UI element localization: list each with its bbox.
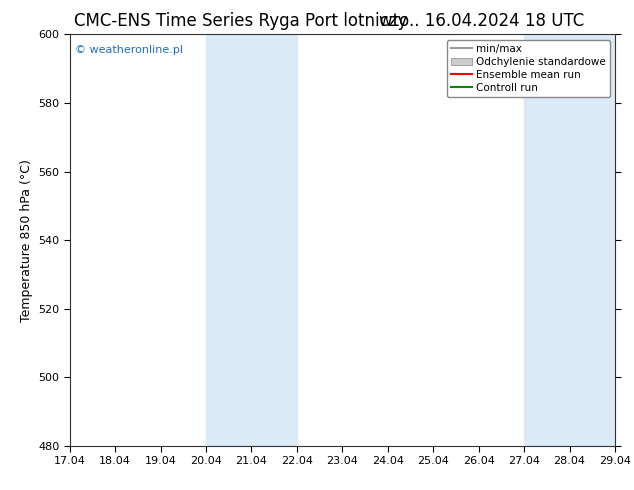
Text: CMC-ENS Time Series Ryga Port lotniczy: CMC-ENS Time Series Ryga Port lotniczy [74,12,408,30]
Y-axis label: Temperature 850 hPa (°C): Temperature 850 hPa (°C) [20,159,32,321]
Bar [524,34,615,446]
Legend: min/max, Odchylenie standardowe, Ensemble mean run, Controll run: min/max, Odchylenie standardowe, Ensembl… [447,40,610,97]
Text: © weatheronline.pl: © weatheronline.pl [75,45,183,54]
Text: wto.. 16.04.2024 18 UTC: wto.. 16.04.2024 18 UTC [379,12,585,30]
Bar [206,34,297,446]
